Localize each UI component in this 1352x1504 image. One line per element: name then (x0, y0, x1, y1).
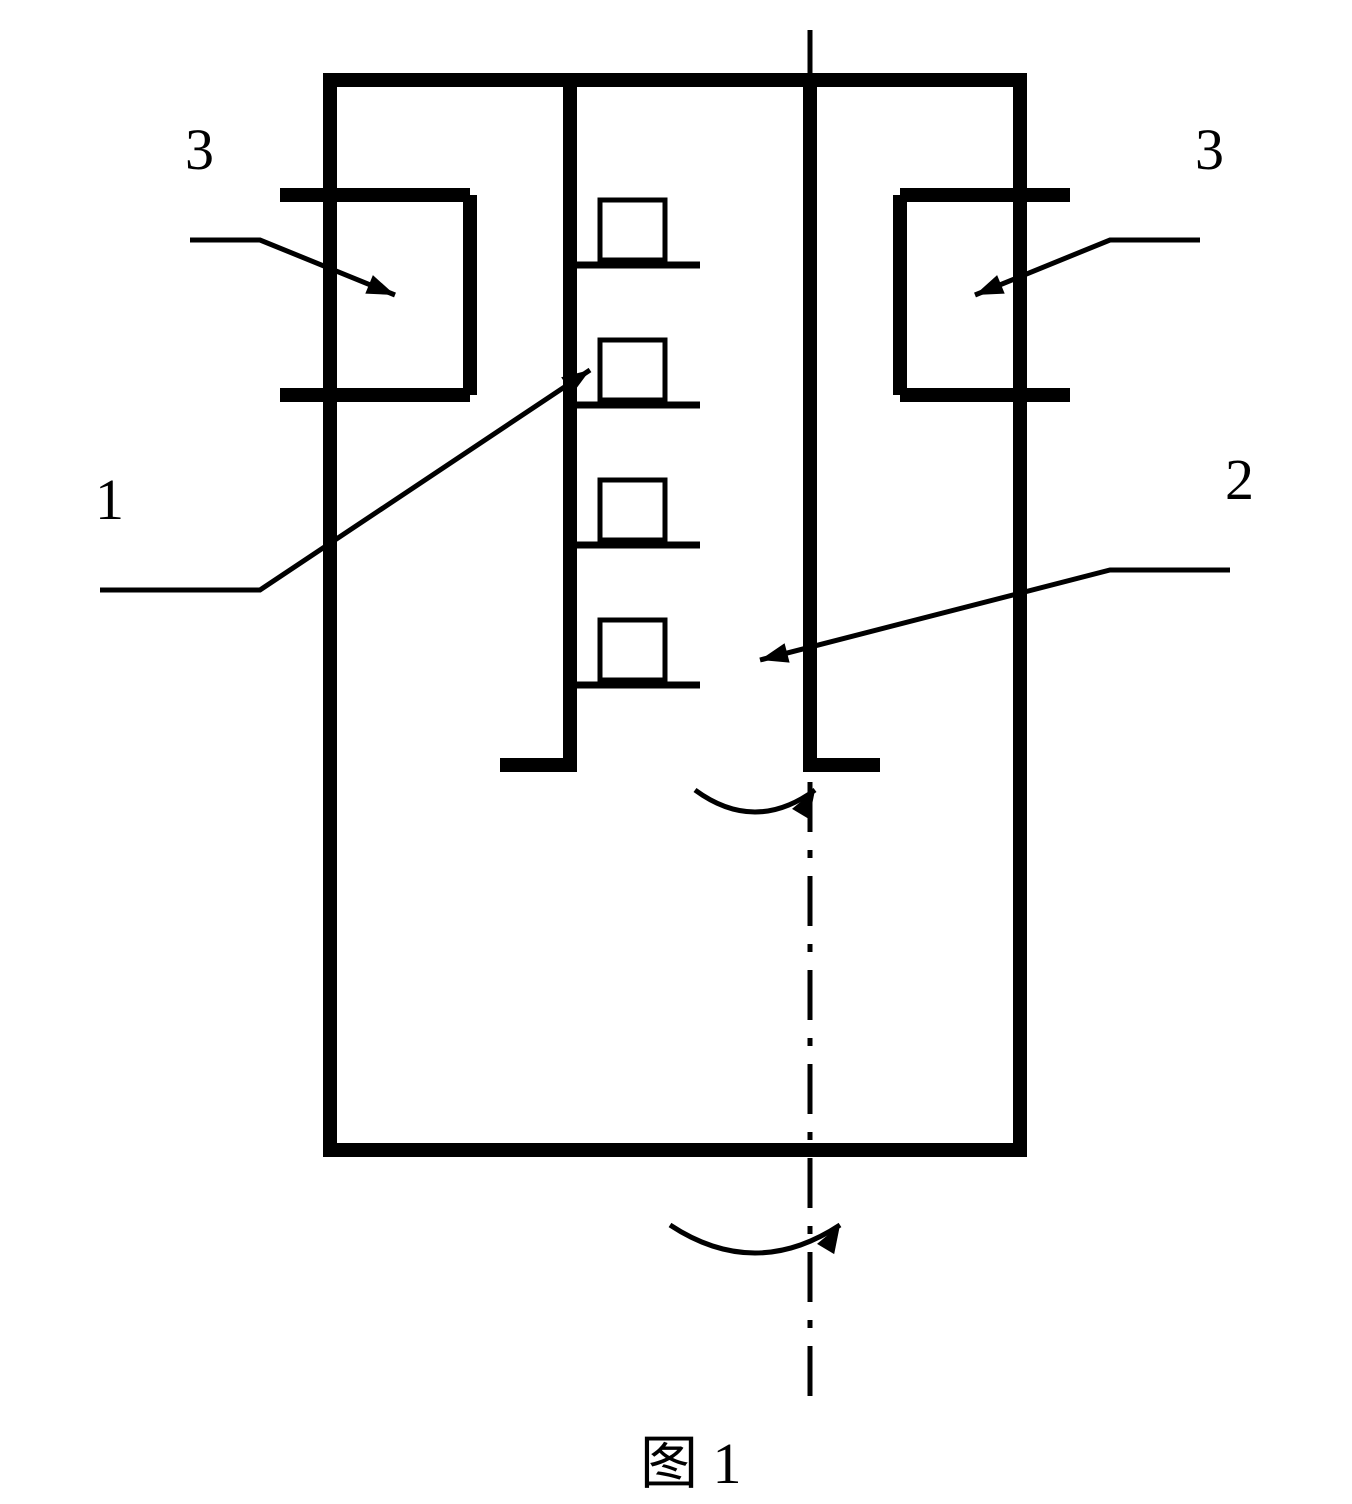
figure-caption: 图 1 (640, 1416, 742, 1500)
label-1: 1 (95, 466, 124, 533)
label-3-right: 3 (1195, 116, 1224, 183)
diagram-canvas (0, 0, 1352, 1504)
label-3-left: 3 (185, 116, 214, 183)
label-2: 2 (1225, 446, 1254, 513)
